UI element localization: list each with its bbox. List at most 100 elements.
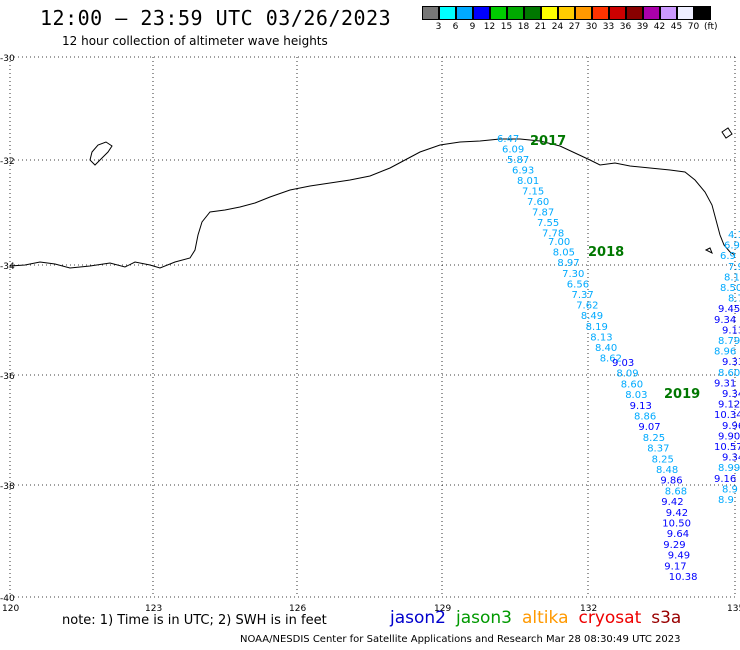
swh-value: 9.33 bbox=[722, 357, 740, 368]
lat-label: -34 bbox=[0, 262, 15, 272]
color-scale-label: 45 bbox=[670, 22, 683, 32]
lon-label: 132 bbox=[580, 604, 597, 614]
swh-value: 7.62 bbox=[576, 301, 598, 312]
lat-label: -36 bbox=[0, 372, 15, 382]
color-scale-label: 27 bbox=[568, 22, 581, 32]
swh-value: 9.17 bbox=[664, 561, 686, 572]
swh-value: 8.03 bbox=[625, 390, 647, 401]
color-scale-label: 42 bbox=[653, 22, 666, 32]
color-scale-label: 39 bbox=[636, 22, 649, 32]
satellite-jason2: jason2 bbox=[390, 608, 446, 628]
island bbox=[721, 127, 733, 139]
swh-value: 9.13 bbox=[630, 401, 652, 412]
satellite-legend: jason2 jason3 altika cryosat s3a bbox=[390, 608, 681, 628]
swh-value: 9.86 bbox=[660, 476, 682, 487]
footer-note: note: 1) Time is in UTC; 2) SWH is in fe… bbox=[62, 613, 327, 628]
swh-value: 6.93 bbox=[512, 166, 534, 177]
swh-value: 8.86 bbox=[634, 412, 656, 423]
color-swatch bbox=[558, 6, 575, 20]
swh-value: 8.10 bbox=[724, 272, 740, 283]
credit-line: NOAA/NESDIS Center for Satellite Applica… bbox=[240, 634, 681, 645]
color-scale-label: 36 bbox=[619, 22, 632, 32]
swh-value: 9.49 bbox=[668, 551, 690, 562]
color-scale-label: 33 bbox=[602, 22, 615, 32]
color-scale-label: 3 bbox=[435, 22, 442, 32]
swh-value: 8.25 bbox=[643, 433, 665, 444]
color-swatch bbox=[626, 6, 643, 20]
swh-value: 9.16 bbox=[714, 474, 736, 485]
swh-value: 6.56 bbox=[567, 279, 589, 290]
color-scale-label: 9 bbox=[469, 22, 476, 32]
lat-label: -32 bbox=[0, 157, 15, 167]
swh-value: 6.9 bbox=[720, 251, 736, 262]
coastline bbox=[9, 138, 736, 269]
swh-value: 9.03 bbox=[612, 358, 634, 369]
swh-value: 7.00 bbox=[548, 237, 570, 248]
color-swatch bbox=[677, 6, 694, 20]
color-scale-label: 24 bbox=[551, 22, 564, 32]
track-time-label: 2017 bbox=[530, 134, 566, 149]
swh-value: 5.87 bbox=[507, 155, 529, 166]
swh-value: 8.99 bbox=[718, 463, 740, 474]
swh-value: 8.76 bbox=[728, 294, 740, 305]
color-swatch bbox=[575, 6, 592, 20]
swh-value: 7.78 bbox=[542, 229, 564, 240]
map-title: 12:00 – 23:59 UTC 03/26/2023 bbox=[40, 6, 392, 30]
swh-value: 7.55 bbox=[537, 218, 559, 229]
swh-value: 10.57 bbox=[714, 442, 740, 453]
island bbox=[89, 141, 113, 166]
swh-value: 8.60 bbox=[621, 379, 643, 390]
swh-value: 6.09 bbox=[502, 145, 524, 156]
lon-label: 120 bbox=[2, 604, 19, 614]
swh-value: 9.96 bbox=[722, 421, 740, 432]
satellite-s3a: s3a bbox=[651, 608, 682, 628]
color-swatch bbox=[456, 6, 473, 20]
swh-value: 9.34 bbox=[722, 389, 740, 400]
lat-label: -38 bbox=[0, 482, 15, 492]
swh-value: 8.96 bbox=[714, 347, 736, 358]
color-swatch bbox=[643, 6, 660, 20]
swh-value: 8.97 bbox=[557, 258, 579, 269]
track-time-label: 2019 bbox=[664, 387, 700, 402]
swh-value: 10.34 bbox=[714, 410, 740, 421]
swh-value: 8.40 bbox=[595, 343, 617, 354]
color-swatch bbox=[660, 6, 677, 20]
satellite-cryosat: cryosat bbox=[578, 608, 642, 628]
swh-value: 8.05 bbox=[553, 248, 575, 259]
swh-value: 9.64 bbox=[667, 529, 689, 540]
lat-label: -40 bbox=[0, 594, 15, 604]
lon-label: 126 bbox=[289, 604, 306, 614]
color-swatch bbox=[592, 6, 609, 20]
swh-value: 8.68 bbox=[665, 486, 687, 497]
satellite-altika: altika bbox=[522, 608, 569, 628]
lon-label: 129 bbox=[434, 604, 451, 614]
color-swatch bbox=[541, 6, 558, 20]
color-swatch bbox=[473, 6, 490, 20]
swh-value: 8.62 bbox=[600, 354, 622, 365]
island bbox=[704, 247, 713, 255]
color-scale-labels: 3 6 9 12 15 18 21 24 27 30 33 36 39 42 45 70 bbox=[422, 22, 702, 32]
swh-value: 9.07 bbox=[638, 422, 660, 433]
swh-value: 8.25 bbox=[652, 454, 674, 465]
swh-value: 7.87 bbox=[532, 208, 554, 219]
swh-value: 8.48 bbox=[656, 465, 678, 476]
color-swatch bbox=[609, 6, 626, 20]
swh-value: 8.19 bbox=[586, 322, 608, 333]
swh-value: 8.9 bbox=[722, 484, 738, 495]
swh-value: 9.12 bbox=[718, 400, 740, 411]
swh-value: 7.15 bbox=[522, 187, 544, 198]
color-scale-label: 21 bbox=[534, 22, 547, 32]
swh-value: 9.34 bbox=[722, 453, 740, 464]
lon-label: 135 bbox=[727, 604, 740, 614]
color-scale-label: 18 bbox=[517, 22, 530, 32]
color-swatch bbox=[422, 6, 439, 20]
swh-value: 8.79 bbox=[718, 336, 740, 347]
color-scale-label: 30 bbox=[585, 22, 598, 32]
color-scale-label: 12 bbox=[483, 22, 496, 32]
lon-label: 123 bbox=[145, 604, 162, 614]
swh-value: 9.31 bbox=[714, 378, 736, 389]
swh-value: 10.38 bbox=[669, 572, 698, 583]
color-swatch bbox=[524, 6, 541, 20]
swh-value: 7.37 bbox=[572, 290, 594, 301]
